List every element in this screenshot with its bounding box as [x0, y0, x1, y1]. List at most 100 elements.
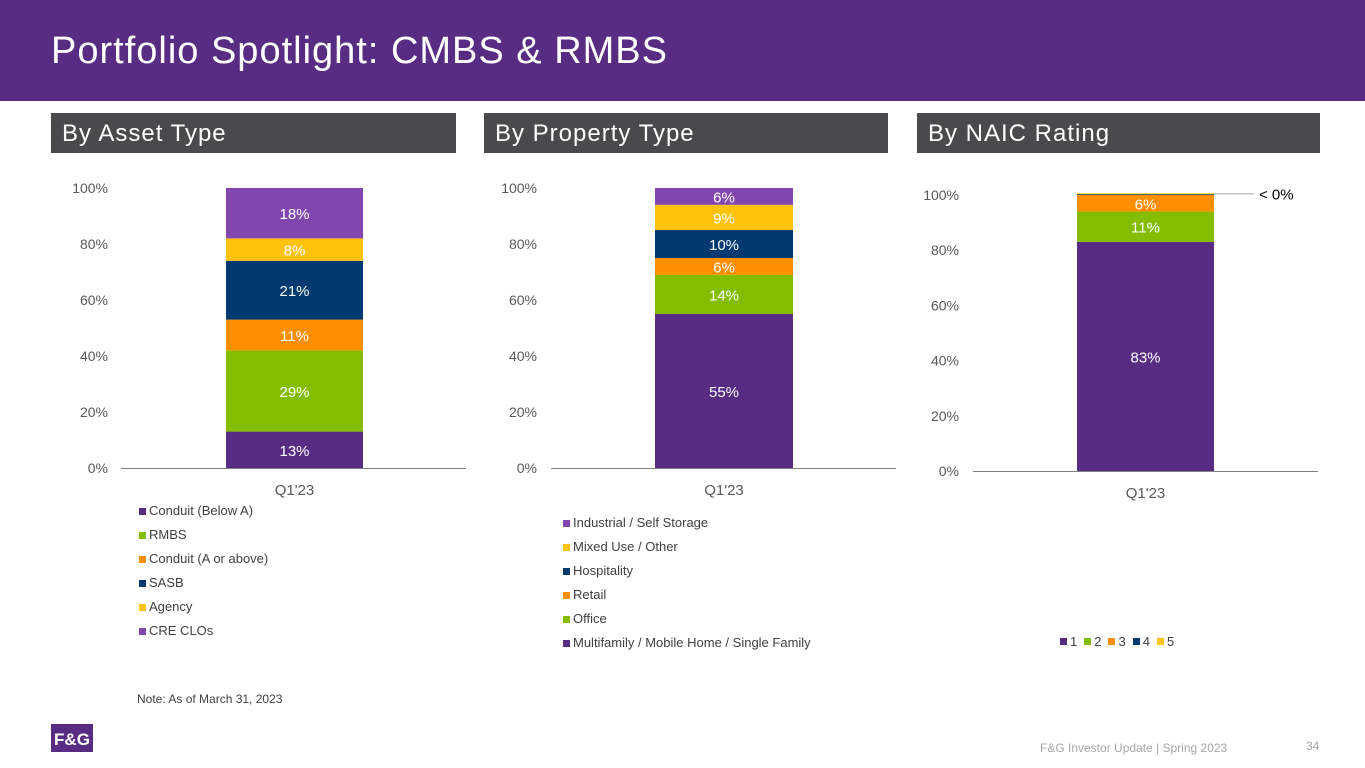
bar-segment [655, 188, 793, 205]
data-label: 11% [280, 328, 309, 345]
legend-label: Conduit (A or above) [149, 551, 269, 566]
x-category-label: Q1'23 [704, 482, 744, 499]
data-label: 6% [1135, 196, 1157, 213]
legend-swatch [139, 604, 146, 611]
y-tick-label: 100% [923, 187, 959, 203]
legend-label: 1 [1070, 634, 1078, 649]
legend-item: Industrial / Self Storage [561, 511, 811, 535]
bar-segment [1077, 193, 1214, 195]
bar-segment [655, 204, 793, 230]
legend-swatch [139, 628, 146, 635]
legend-label: SASB [149, 575, 184, 590]
page-number: 34 [1306, 739, 1320, 753]
legend-swatch [563, 640, 570, 647]
legend-label: RMBS [149, 527, 187, 542]
bar-segment [226, 188, 363, 239]
data-label: 9% [713, 210, 735, 227]
legend-item: 4 [1132, 634, 1150, 649]
data-label: 83% [1130, 349, 1160, 366]
legend-item: RMBS [137, 523, 268, 547]
data-label: 29% [279, 384, 309, 401]
bar-segment [226, 238, 363, 261]
legend-item: Conduit (A or above) [137, 547, 268, 571]
legend-label: Mixed Use / Other [573, 539, 678, 554]
legend-item: Agency [137, 595, 268, 619]
y-tick-label: 60% [80, 292, 108, 308]
legend-item: Multifamily / Mobile Home / Single Famil… [561, 631, 811, 655]
data-label: 21% [279, 283, 309, 300]
legend-swatch [139, 508, 146, 515]
legend-swatch [139, 532, 146, 539]
legend-item: Retail [561, 583, 811, 607]
legend-label: Retail [573, 587, 607, 602]
legend-item: 3 [1108, 634, 1126, 649]
legend-item: 1 [1060, 634, 1077, 649]
legend-item: Conduit (Below A) [137, 499, 268, 523]
y-tick-label: 40% [509, 348, 537, 364]
data-label: 55% [709, 384, 739, 401]
legend-item: 2 [1084, 634, 1101, 649]
fg-logo-icon: F&G [51, 724, 93, 752]
y-tick-label: 0% [517, 460, 537, 476]
bar-segment [1077, 211, 1214, 242]
y-tick-label: 0% [88, 460, 108, 476]
legend-asset-type: Conduit (Below A) RMBS Conduit (A or above… [137, 499, 268, 643]
page-title: Portfolio Spotlight: CMBS & RMBS [51, 30, 668, 72]
y-tick-label: 0% [939, 463, 959, 479]
legend-item: Office [561, 607, 811, 631]
legend-label: 2 [1094, 634, 1102, 649]
legend-swatch [1084, 638, 1092, 645]
bar-segment [1077, 241, 1214, 471]
legend-swatch [563, 616, 570, 623]
bar-segment [655, 230, 793, 258]
legend-swatch [563, 520, 570, 527]
section-label: By NAIC Rating [928, 120, 1111, 147]
legend-label: Conduit (Below A) [149, 503, 254, 518]
y-tick-label: 60% [509, 292, 537, 308]
legend-label: Hospitality [573, 563, 633, 578]
y-tick-label: 20% [509, 404, 537, 420]
footer-text: F&G Investor Update | Spring 2023 [1040, 741, 1228, 755]
annotation-label: < 0% [1259, 186, 1294, 203]
section-header-naic-rating: By NAIC Rating [917, 113, 1320, 153]
legend-item: Hospitality [561, 559, 811, 583]
bar-segment [226, 260, 363, 320]
bar-segment [655, 258, 793, 275]
x-category-label: Q1'23 [275, 482, 315, 499]
data-label: 14% [709, 287, 739, 304]
legend-swatch [563, 592, 570, 599]
legend-item: CRE CLOs [137, 619, 268, 643]
legend-label: 3 [1118, 634, 1126, 649]
legend-item: SASB [137, 571, 268, 595]
section-label: By Asset Type [62, 120, 227, 147]
bar-segment [1077, 195, 1214, 212]
header-bar: Portfolio Spotlight: CMBS & RMBS [0, 0, 1365, 101]
legend-label: CRE CLOs [149, 623, 214, 638]
data-label: 8% [284, 243, 306, 260]
data-label: 18% [279, 206, 309, 223]
section-label: By Property Type [495, 120, 695, 147]
legend-label: Multifamily / Mobile Home / Single Famil… [573, 635, 811, 650]
logo-text: F&G [54, 730, 90, 749]
legend-swatch [139, 580, 146, 587]
legend-label: Industrial / Self Storage [573, 515, 709, 530]
section-header-property-type: By Property Type [484, 113, 888, 153]
x-category-label: Q1'23 [1126, 485, 1166, 502]
note-text: Note: As of March 31, 2023 [137, 692, 283, 706]
legend-swatch [139, 556, 146, 563]
data-label: 6% [713, 259, 735, 276]
y-tick-label: 40% [80, 348, 108, 364]
legend-property-type: Industrial / Self Storage Mixed Use / Oth… [561, 511, 811, 655]
legend-swatch [1108, 638, 1116, 645]
y-tick-label: 40% [931, 353, 959, 369]
legend-label: 4 [1142, 634, 1150, 649]
legend-label: 5 [1166, 634, 1175, 649]
bar-segment [226, 431, 363, 468]
y-tick-label: 80% [931, 242, 959, 258]
legend-swatch [1060, 638, 1067, 645]
data-label: 13% [279, 443, 309, 460]
bar-segment [655, 274, 793, 314]
legend-swatch [1132, 638, 1140, 645]
y-tick-label: 100% [501, 180, 537, 196]
